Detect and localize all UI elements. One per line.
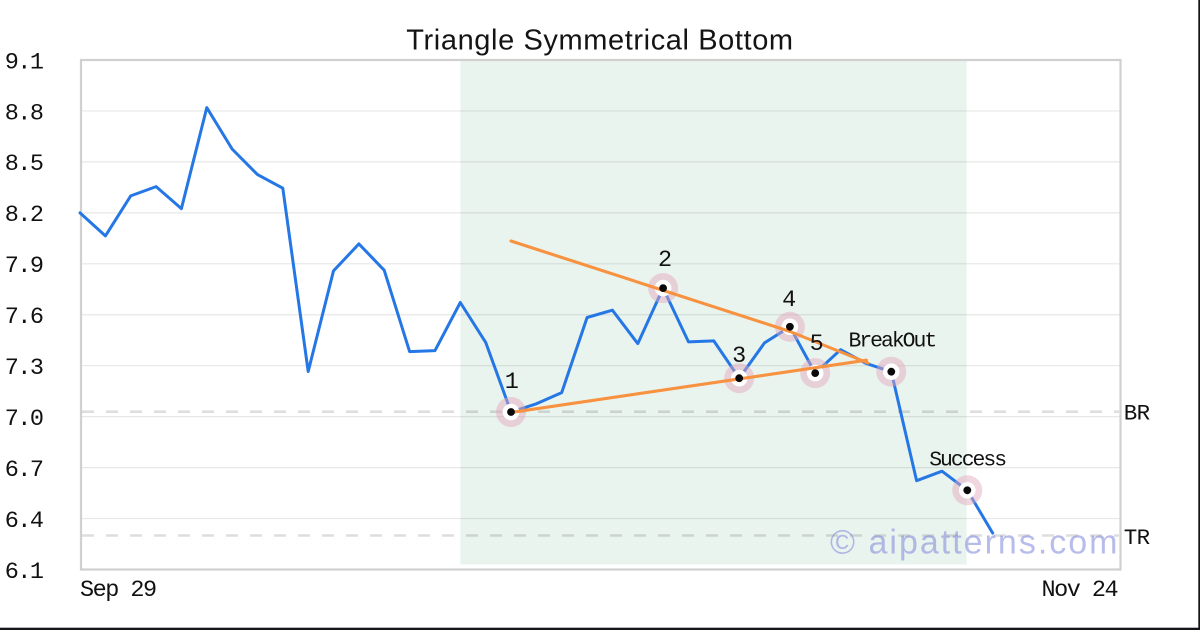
svg-text:6.4: 6.4 — [5, 508, 43, 535]
svg-text:1: 1 — [505, 369, 519, 396]
svg-text:BR: BR — [1124, 401, 1150, 427]
svg-text:8.2: 8.2 — [5, 202, 43, 229]
svg-text:9.1: 9.1 — [5, 49, 43, 76]
svg-text:8.5: 8.5 — [5, 151, 43, 178]
svg-text:4: 4 — [782, 287, 796, 314]
svg-text:Triangle Symmetrical Bottom: Triangle Symmetrical Bottom — [406, 25, 793, 57]
svg-text:Sep 29: Sep 29 — [80, 577, 156, 604]
svg-text:5: 5 — [810, 331, 824, 358]
svg-text:3: 3 — [732, 343, 746, 370]
svg-text:7.9: 7.9 — [5, 253, 43, 280]
svg-text:7.0: 7.0 — [5, 406, 43, 433]
svg-text:6.7: 6.7 — [5, 457, 43, 484]
svg-text:BreakOut: BreakOut — [849, 330, 936, 354]
svg-text:© aipatterns.com: © aipatterns.com — [830, 524, 1120, 562]
svg-text:7.3: 7.3 — [5, 355, 43, 382]
svg-text:TR: TR — [1124, 525, 1150, 551]
svg-text:6.1: 6.1 — [5, 559, 43, 586]
svg-text:8.8: 8.8 — [5, 100, 43, 127]
svg-text:Success: Success — [929, 448, 1006, 472]
svg-text:Nov 24: Nov 24 — [1042, 577, 1118, 604]
svg-text:7.6: 7.6 — [5, 304, 43, 331]
svg-text:2: 2 — [658, 247, 672, 274]
